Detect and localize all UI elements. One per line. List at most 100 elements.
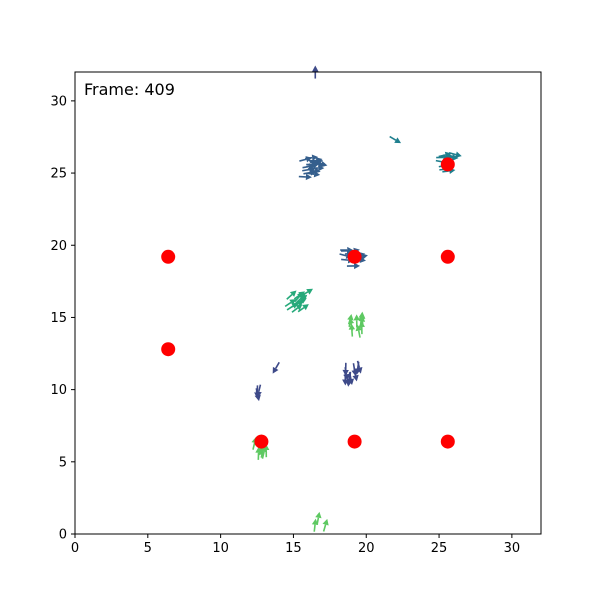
agent-arrow <box>293 291 305 300</box>
target-marker <box>440 249 455 264</box>
agent-arrow-shaft <box>286 293 293 300</box>
agent-arrow-head <box>455 151 462 158</box>
agent-arrow-shaft <box>304 156 313 160</box>
x-tick-label: 20 <box>358 541 375 556</box>
agent-arrow-shaft <box>341 258 349 261</box>
agent-arrow-shaft <box>302 168 310 172</box>
agent-arrow-head <box>355 324 362 332</box>
agent-arrow <box>286 302 299 311</box>
agent-arrow <box>354 361 361 375</box>
agent-arrow-shaft <box>351 329 354 337</box>
agent-arrow-head <box>311 154 319 161</box>
target-marker <box>440 157 455 172</box>
agent-arrow-shaft <box>291 307 299 313</box>
agent-arrow-shaft <box>307 167 315 172</box>
agent-arrow <box>291 304 303 313</box>
agent-arrow-shaft <box>389 135 397 141</box>
agent-arrow <box>311 518 319 532</box>
agent-arrow-head <box>347 314 354 321</box>
x-axis: 0 5 10 15 20 25 30 <box>71 534 520 556</box>
agent-arrow-shaft <box>286 305 294 311</box>
agent-arrow-head <box>347 317 355 325</box>
agent-arrow <box>353 314 360 328</box>
agent-arrow <box>312 65 319 79</box>
agent-arrow-head <box>311 518 319 526</box>
agent-arrow-head <box>289 290 297 297</box>
agent-arrow-shaft <box>261 451 265 459</box>
agent-arrow-head <box>452 154 459 161</box>
agent-arrow-shaft <box>294 295 301 303</box>
agent-arrow-shaft <box>350 323 354 331</box>
y-tick-label: 0 <box>59 528 67 543</box>
agent-arrow-head <box>316 158 324 165</box>
agent-arrow <box>262 444 270 458</box>
x-tick-label: 5 <box>144 541 152 556</box>
agent-arrow-shaft <box>303 171 311 175</box>
agent-arrow-shaft <box>322 524 327 532</box>
agent-arrow-head <box>306 288 314 295</box>
agent-arrow <box>286 290 297 300</box>
agent-arrow-shaft <box>302 165 310 169</box>
agent-arrow-head <box>353 314 360 321</box>
target-marker <box>161 342 176 357</box>
agent-arrow-shaft <box>252 442 256 450</box>
agent-arrow-head <box>298 294 306 301</box>
agent-arrow-head <box>272 366 279 374</box>
agent-arrow-shaft <box>257 384 262 392</box>
agent-arrow-head <box>298 291 305 298</box>
y-tick-label: 5 <box>59 455 67 470</box>
agent-arrow-head <box>289 299 297 306</box>
agent-arrow <box>389 135 402 144</box>
agent-arrow-shaft <box>310 160 318 164</box>
agent-arrow-head <box>291 302 299 309</box>
agent-arrow-head <box>354 368 361 375</box>
agent-arrow-shaft <box>348 373 351 381</box>
target-marker <box>347 249 362 264</box>
agent-arrow <box>346 262 361 270</box>
agent-arrow-head <box>359 313 366 320</box>
agent-arrow-shaft <box>293 294 301 300</box>
y-tick-label: 10 <box>50 383 67 398</box>
y-axis: 0 5 10 15 20 25 30 <box>50 94 75 543</box>
agent-arrow-head <box>320 160 328 168</box>
agent-arrow <box>359 313 366 327</box>
agent-arrow-head <box>314 167 321 174</box>
agent-arrow-head <box>352 374 359 382</box>
agent-arrow-shaft <box>357 330 361 338</box>
target-marker <box>440 434 455 449</box>
agent-arrow-shaft <box>339 253 347 257</box>
agent-arrow <box>345 373 353 387</box>
agent-arrow-head <box>313 161 320 168</box>
agent-arrow <box>304 154 319 161</box>
agent-arrow-head <box>302 304 309 311</box>
y-tick-label: 25 <box>50 167 67 182</box>
agent-arrow-head <box>322 518 329 526</box>
x-tick-label: 15 <box>285 541 302 556</box>
agent-arrow-shaft <box>297 298 304 305</box>
agent-arrow <box>307 167 321 174</box>
y-tick-label: 30 <box>50 94 67 109</box>
agent-arrow-shaft <box>352 363 356 371</box>
agent-arrow <box>295 294 306 304</box>
x-tick-label: 0 <box>71 541 79 556</box>
agent-arrow <box>322 518 329 532</box>
x-tick-label: 25 <box>431 541 448 556</box>
target-marker <box>161 249 176 264</box>
agent-arrow-shaft <box>274 361 280 369</box>
agent-arrow <box>254 385 261 399</box>
agent-arrow-shaft <box>297 306 305 313</box>
agent-arrow-shaft <box>448 152 457 156</box>
agent-arrow-head <box>254 392 261 399</box>
agent-arrow <box>448 151 462 158</box>
agent-arrow-shaft <box>313 524 316 532</box>
agent-arrow-head <box>295 304 303 311</box>
frame-label: Frame: 409 <box>84 80 175 99</box>
agent-arrow-head <box>312 65 319 72</box>
agent-arrow-shaft <box>284 301 292 308</box>
agent-arrow <box>306 161 320 168</box>
agent-arrow-head <box>305 173 312 181</box>
agent-arrow-head <box>345 380 353 387</box>
agent-arrow-head <box>262 444 270 451</box>
target-marker <box>347 434 362 449</box>
